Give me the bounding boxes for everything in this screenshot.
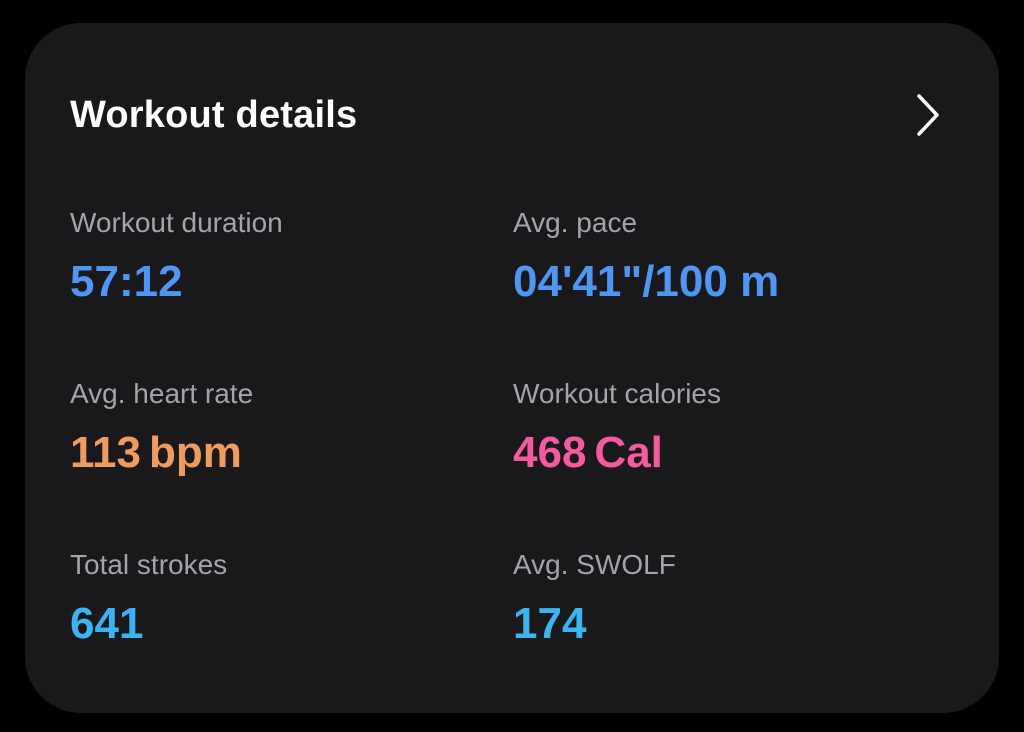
chevron-right-icon[interactable] xyxy=(911,91,947,139)
stat-value: 468 xyxy=(513,428,587,477)
stat-unit: bpm xyxy=(148,428,242,477)
stat-unit: Cal xyxy=(594,428,663,477)
stat-workout-duration: Workout duration 57:12 xyxy=(70,206,283,308)
stat-value: 57:12 xyxy=(70,257,183,306)
stat-label: Workout duration xyxy=(70,207,283,238)
stat-label: Avg. pace xyxy=(513,207,638,238)
stat-value-line: 113 bpm xyxy=(70,427,253,479)
stat-avg-swolf: Avg. SWOLF 174 xyxy=(513,548,676,650)
stat-value: 113 xyxy=(70,428,141,477)
stat-avg-pace: Avg. pace 04'41"/100 m xyxy=(513,206,779,308)
workout-details-card: Workout details Workout duration 57:12 A… xyxy=(25,23,999,713)
stat-value: 04'41"/100 m xyxy=(513,257,780,306)
stat-avg-heart-rate: Avg. heart rate 113 bpm xyxy=(70,377,253,479)
stat-label: Total strokes xyxy=(70,549,228,580)
stat-label: Workout calories xyxy=(513,378,722,409)
stat-workout-calories: Workout calories 468 Cal xyxy=(513,377,721,479)
card-title: Workout details xyxy=(70,94,358,136)
stat-value: 641 xyxy=(70,599,144,648)
stat-label: Avg. SWOLF xyxy=(513,549,676,580)
stat-label: Avg. heart rate xyxy=(70,378,254,409)
stat-total-strokes: Total strokes 641 xyxy=(70,548,227,650)
stat-value: 174 xyxy=(513,599,587,648)
stat-value-line: 468 Cal xyxy=(513,427,721,479)
